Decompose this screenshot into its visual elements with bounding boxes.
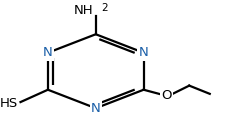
Text: N: N	[91, 102, 100, 115]
Text: N: N	[138, 46, 148, 59]
Text: N: N	[43, 46, 52, 59]
Text: O: O	[160, 89, 171, 102]
Text: NH: NH	[74, 4, 93, 17]
Text: 2: 2	[101, 3, 108, 13]
Text: HS: HS	[0, 97, 18, 110]
